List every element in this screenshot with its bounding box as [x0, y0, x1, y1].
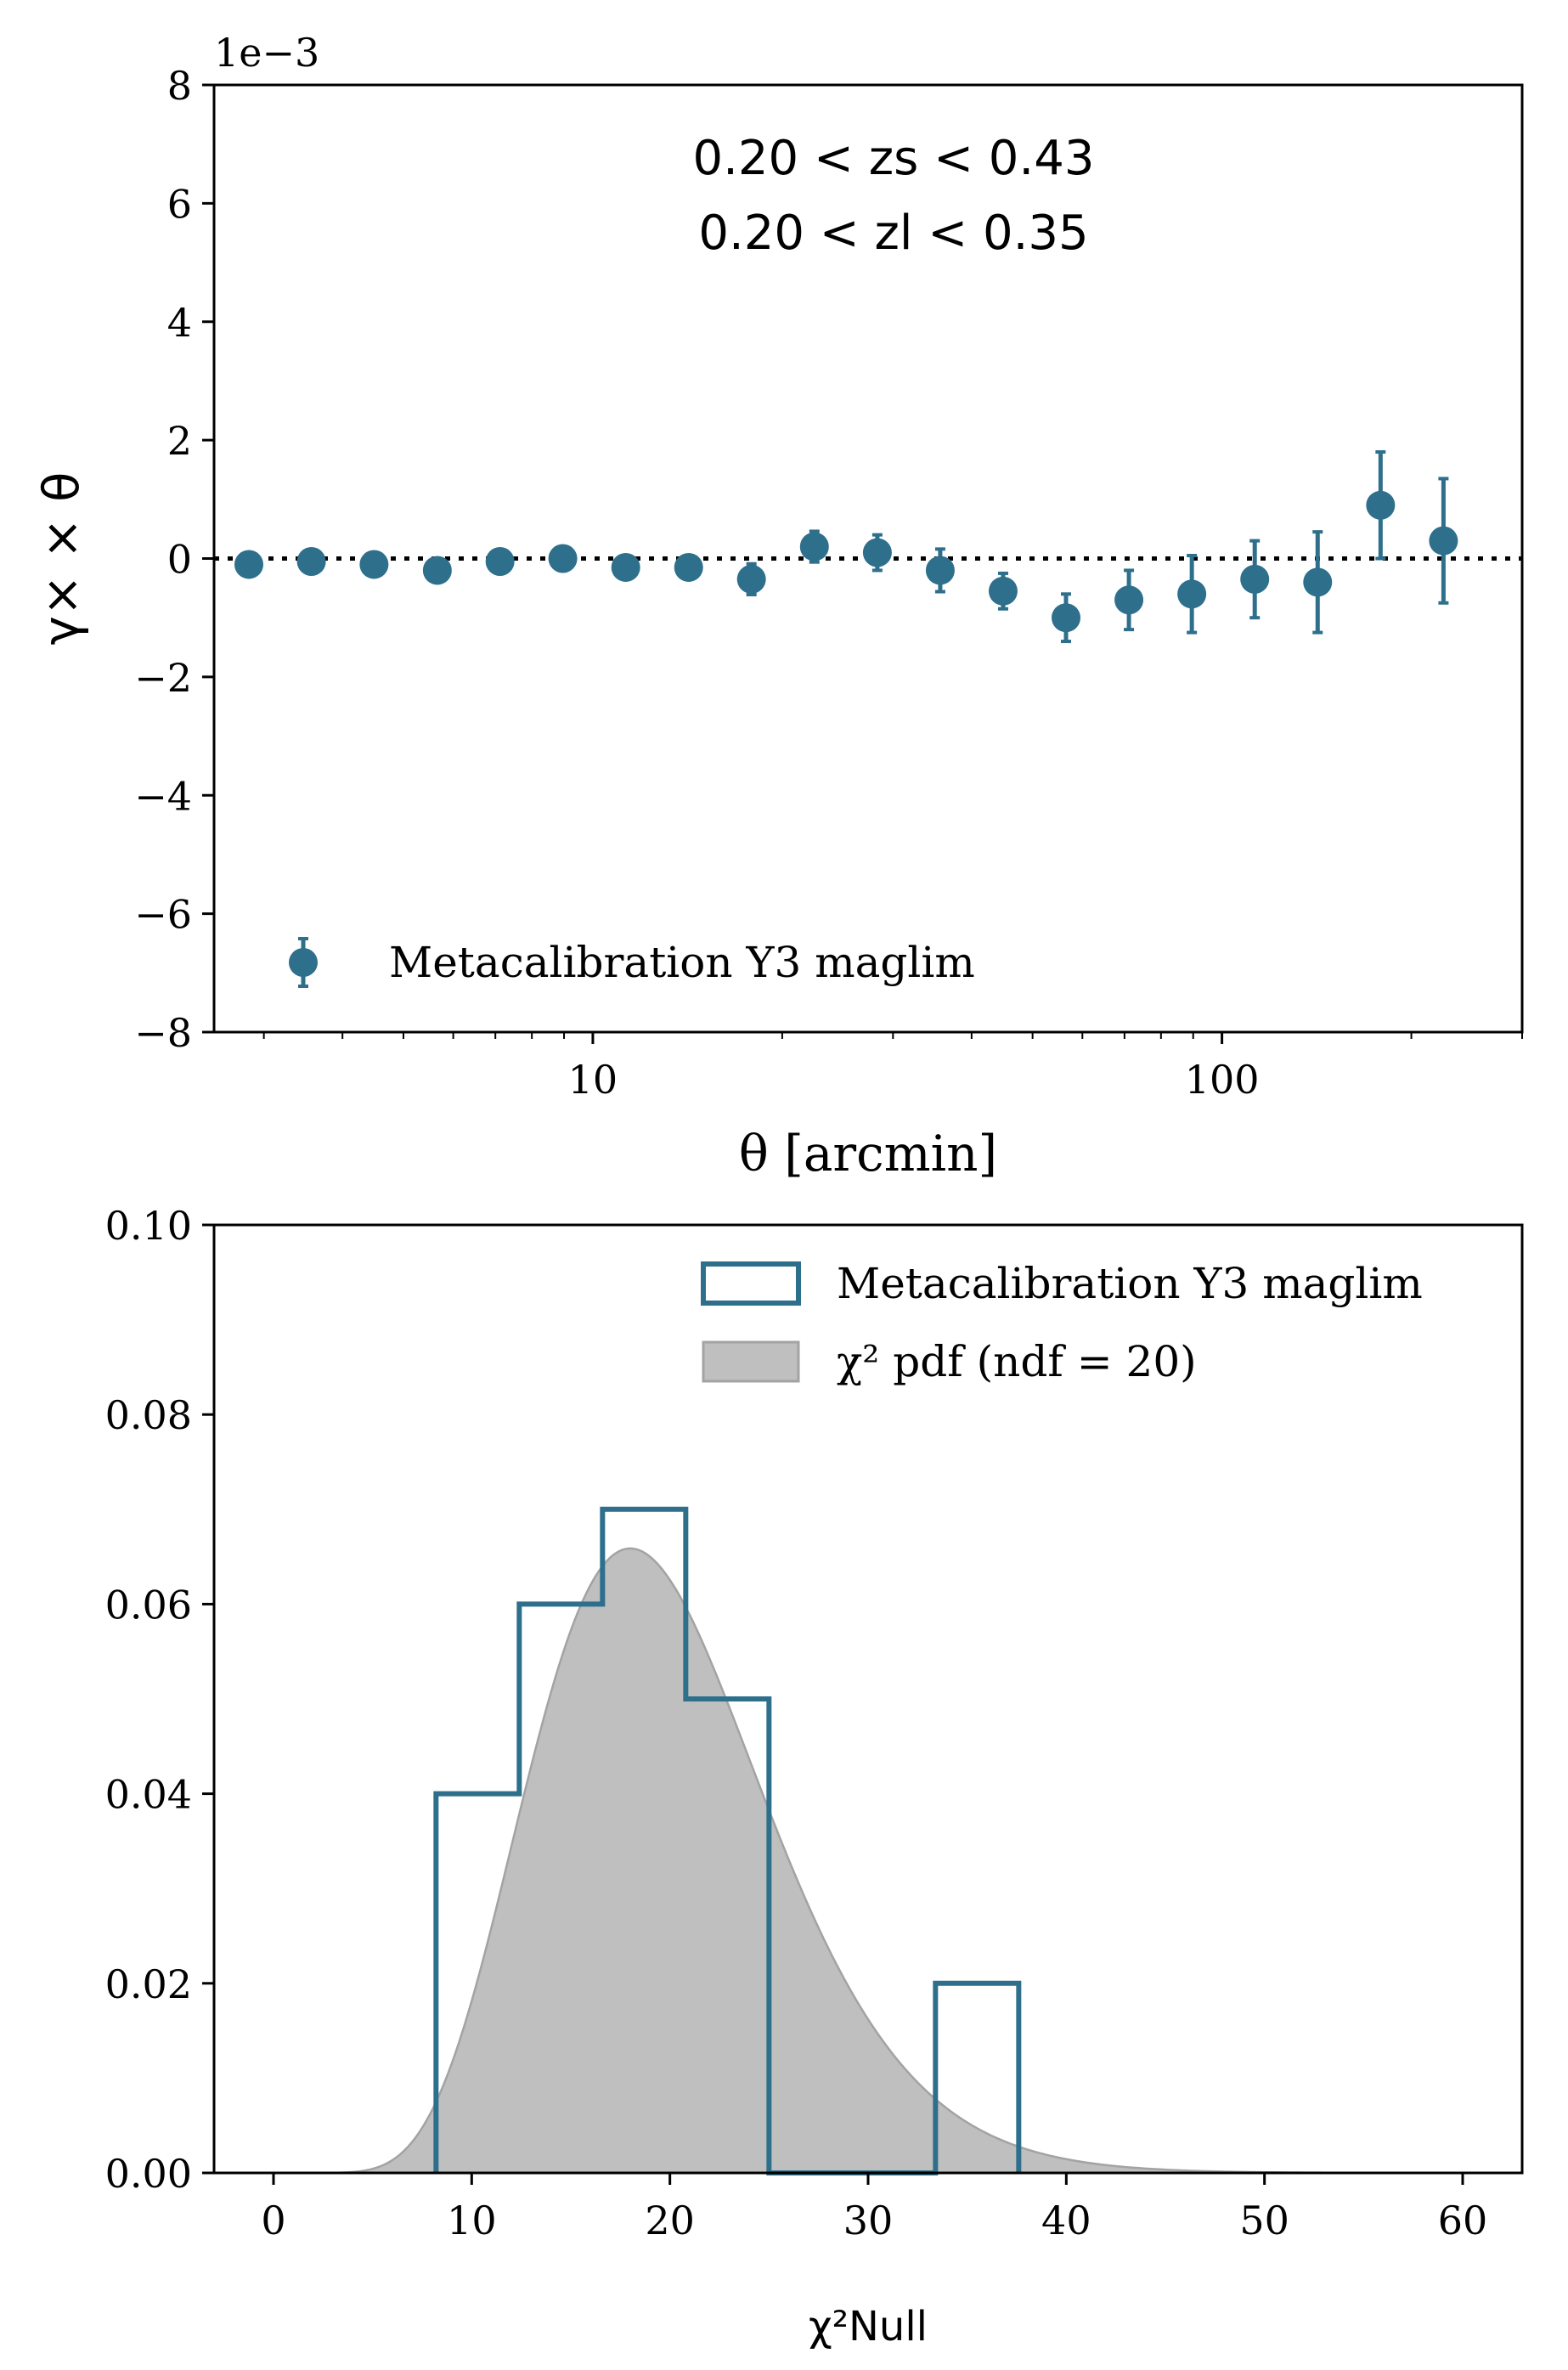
chi2-pdf-area	[274, 1548, 1463, 2173]
data-point	[1177, 579, 1207, 609]
legend-label-chi2-pdf: χ² pdf (ndf = 20)	[837, 1337, 1197, 1386]
x-tick-label: 10	[568, 1057, 618, 1103]
data-point	[736, 564, 766, 594]
data-point	[799, 532, 829, 561]
y-tick-label: −2	[134, 655, 192, 701]
data-point	[862, 538, 892, 567]
data-point	[988, 576, 1018, 606]
lens-redshift-annotation: 0.20 < zl < 0.35	[698, 206, 1088, 261]
data-point	[422, 556, 452, 585]
y-tick-label: 0.06	[105, 1582, 192, 1628]
data-point	[548, 544, 578, 573]
chi2-null-panel: 0.10 0.08 0.06 0.04 0.02 0.00 0 10 20 30 40 50 60 Me…	[105, 1203, 1524, 2350]
data-point	[1052, 603, 1081, 633]
data-point	[925, 556, 955, 585]
y-tick-label: 0	[167, 537, 192, 583]
data-point	[359, 550, 389, 579]
data-point	[1303, 567, 1333, 597]
data-point	[674, 552, 703, 582]
y-axis-label-gamma-cross: γ× × θ	[32, 472, 90, 646]
y-tick-label: 0.02	[105, 1961, 192, 2007]
y-axis-offset-text: 1e−3	[214, 30, 319, 76]
x-tick-label: 0	[261, 2198, 285, 2243]
source-redshift-annotation: 0.20 < zs < 0.43	[693, 131, 1095, 186]
y-tick-label: 0.00	[105, 2151, 192, 2197]
y-tick-label: 0.10	[105, 1203, 192, 1249]
bottom-axis-ticks: 0.10 0.08 0.06 0.04 0.02 0.00 0 10 20 30 40 50 60	[105, 1203, 1488, 2243]
legend-histogram-swatch	[701, 1261, 801, 1306]
data-point	[1240, 564, 1270, 594]
x-tick-label: 10	[447, 2198, 497, 2243]
y-tick-label: 4	[167, 300, 192, 346]
data-point	[234, 550, 264, 579]
legend-pdf-swatch	[702, 1340, 800, 1383]
data-point	[296, 546, 326, 576]
y-tick-label: −4	[134, 773, 192, 819]
x-tick-label: 100	[1185, 1057, 1260, 1103]
legend-point	[289, 948, 318, 977]
bottom-legend: Metacalibration Y3 maglim χ² pdf (ndf = …	[701, 1259, 1423, 1386]
y-tick-label: 6	[167, 181, 192, 227]
x-tick-label: 20	[645, 2198, 695, 2243]
x-axis-label-chi2-null: χ²Null	[809, 2303, 928, 2350]
data-point	[1114, 585, 1144, 615]
x-tick-label: 30	[843, 2198, 894, 2243]
y-tick-label: 0.04	[105, 1772, 192, 1818]
y-tick-label: 0.08	[105, 1392, 192, 1438]
histogram-steps	[433, 1506, 1022, 2175]
y-tick-label: −8	[134, 1010, 192, 1056]
top-data-layer	[214, 450, 1522, 644]
data-point	[1429, 526, 1458, 556]
y-tick-label: 8	[167, 63, 192, 109]
x-axis-label-theta: θ [arcmin]	[739, 1125, 997, 1182]
x-tick-label: 60	[1438, 2198, 1488, 2243]
x-tick-label: 40	[1041, 2198, 1091, 2243]
y-tick-label: −6	[134, 892, 192, 938]
gamma-cross-panel: 8 6 4 2 0 −2 −4 −6 −8 10 100 1e−3 0.20 < zs < 0.43…	[32, 30, 1524, 1182]
legend-label-metacal: Metacalibration Y3 maglim	[389, 938, 975, 987]
top-axis-ticks: 8 6 4 2 0 −2 −4 −6 −8 10 100	[134, 63, 1523, 1103]
data-point	[1366, 490, 1396, 520]
x-tick-label: 50	[1239, 2198, 1289, 2243]
legend-label-histogram: Metacalibration Y3 maglim	[837, 1259, 1423, 1308]
data-point	[611, 552, 640, 582]
data-point	[485, 546, 515, 576]
y-tick-label: 2	[167, 418, 192, 464]
top-legend: Metacalibration Y3 maglim	[289, 937, 975, 988]
legend-errorbar-marker	[289, 937, 318, 988]
